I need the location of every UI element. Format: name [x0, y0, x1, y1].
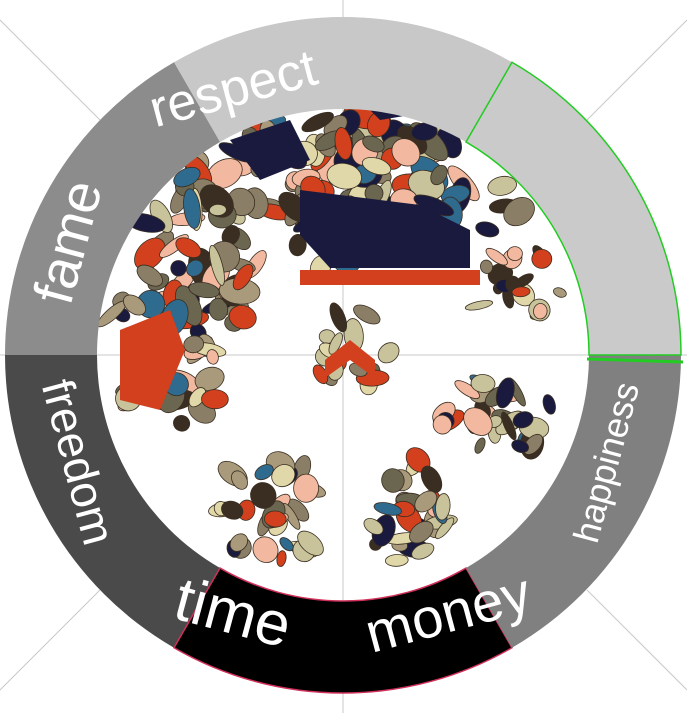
- mosaic-blob: [301, 111, 334, 133]
- mosaic-blob: [288, 234, 307, 257]
- mosaic-blob: [231, 470, 248, 490]
- mosaic-dark-block: [300, 190, 470, 268]
- mosaic-blob: [183, 188, 201, 229]
- mosaic-blob: [531, 248, 553, 269]
- segment-respect: [174, 16, 512, 142]
- mosaic-blob: [511, 286, 531, 298]
- mosaic-blob: [276, 550, 287, 567]
- mosaic-blob: [435, 493, 451, 521]
- mosaic-blob: [293, 473, 320, 503]
- mosaic-blob: [409, 520, 434, 544]
- mosaic-blob: [377, 342, 400, 364]
- mosaic-blob: [511, 439, 530, 453]
- mosaic-red-shape: [300, 270, 480, 285]
- mosaic-blob: [454, 380, 480, 400]
- mosaic-blob: [470, 374, 496, 393]
- mosaic-blob: [326, 162, 362, 190]
- mosaic-blob: [507, 246, 523, 262]
- mosaic-blob: [503, 197, 535, 227]
- mosaic-blob: [363, 518, 384, 535]
- mosaic-blob: [201, 389, 229, 410]
- mosaic-blob: [414, 490, 438, 513]
- mosaic-blob: [329, 302, 348, 333]
- mosaic-blob: [209, 203, 227, 216]
- segment-fame: [5, 62, 220, 355]
- mosaic-blob: [362, 135, 385, 153]
- mosaic-blob: [480, 259, 493, 274]
- mosaic-blob: [206, 349, 219, 365]
- mosaic-blob: [175, 237, 202, 259]
- mosaic-blob: [474, 437, 486, 454]
- mosaic-blob: [391, 138, 421, 167]
- mosaic-blob: [221, 500, 244, 520]
- mosaic-blob: [381, 468, 405, 493]
- segment-happiness-accent: [464, 61, 682, 356]
- mosaic-blob: [432, 414, 453, 435]
- segment-money: [466, 355, 681, 648]
- segment-time: [174, 568, 512, 694]
- segment-time-accent: [172, 567, 514, 694]
- mosaic-blob: [411, 542, 435, 560]
- mosaic-blob: [209, 244, 225, 286]
- mosaic-blob: [136, 264, 163, 287]
- mosaic-blob: [252, 536, 279, 563]
- mosaic-blob: [228, 305, 257, 330]
- mosaic-blob: [485, 247, 508, 266]
- mosaic-blob: [122, 294, 147, 316]
- mosaic-blob: [464, 300, 494, 311]
- mosaic-blob: [553, 287, 567, 298]
- mosaic-blob: [208, 297, 229, 321]
- mosaic-blob: [385, 554, 409, 567]
- mosaic-blob: [353, 304, 381, 325]
- mosaic-blob: [430, 164, 448, 186]
- mosaic-blob: [334, 127, 353, 160]
- mosaic-blob: [254, 464, 274, 481]
- mosaic-blob: [512, 411, 534, 429]
- mosaic-blob: [271, 464, 296, 488]
- mosaic-blob: [420, 465, 443, 493]
- mosaic-dark-block: [230, 120, 310, 180]
- mosaic-blob: [173, 415, 191, 432]
- mosaic-blob: [463, 407, 493, 436]
- segment-ring: [5, 16, 684, 694]
- mosaic-blob: [186, 259, 204, 277]
- mosaic-blob: [487, 175, 517, 196]
- mosaic-blob: [501, 411, 517, 441]
- mosaic-blob: [542, 394, 556, 415]
- mosaic-blob: [173, 166, 201, 188]
- mosaic-blob: [533, 303, 548, 320]
- mosaic-blob: [170, 260, 187, 277]
- mosaic-blob: [279, 537, 294, 552]
- segment-freedom: [5, 355, 220, 648]
- segment-happiness: [466, 62, 681, 355]
- mosaic-blob: [362, 157, 392, 176]
- mosaic-blob: [328, 332, 343, 355]
- mosaic-blob: [475, 221, 500, 238]
- mosaic-blob: [229, 533, 249, 552]
- mosaic-blob: [297, 530, 324, 556]
- mosaic-blob: [435, 517, 455, 540]
- mosaic-blob: [232, 264, 254, 291]
- mosaic-red-shape: [120, 310, 185, 410]
- mosaic-blob: [495, 377, 515, 409]
- mosaic-blob: [264, 510, 287, 528]
- mosaic-blob: [183, 335, 205, 354]
- happiness-highlight-line: [586, 357, 684, 364]
- mosaic-chevron: [325, 340, 375, 378]
- mosaic-blob: [410, 122, 438, 142]
